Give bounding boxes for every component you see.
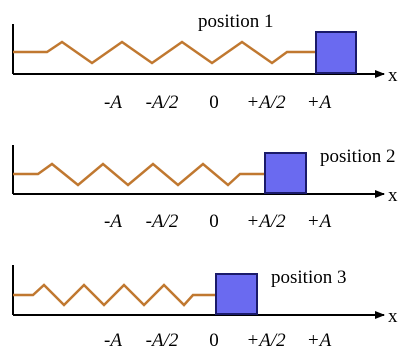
- tick-label-minus-half-a: -A/2: [146, 330, 179, 351]
- tick-label-plus-half-a: +A/2: [246, 211, 286, 232]
- tick-label-zero: 0: [209, 92, 219, 113]
- position-label: position 1: [198, 11, 273, 32]
- tick-label-plus-half-a: +A/2: [246, 330, 286, 351]
- block: [315, 31, 357, 74]
- tick-label-minus-half-a: -A/2: [146, 211, 179, 232]
- spring: [13, 283, 216, 307]
- spring: [13, 162, 265, 187]
- position-label: position 3: [271, 267, 346, 288]
- spring: [13, 40, 316, 65]
- position-label: position 2: [320, 146, 395, 167]
- tick-label-plus-half-a: +A/2: [246, 92, 286, 113]
- x-axis-label: x: [388, 306, 398, 327]
- tick-label-minus-half-a: -A/2: [146, 92, 179, 113]
- tick-label-minus-a: -A: [104, 330, 122, 351]
- tick-label-minus-a: -A: [104, 92, 122, 113]
- block: [215, 273, 258, 315]
- tick-label-plus-a: +A: [307, 211, 332, 232]
- tick-label-zero: 0: [209, 330, 219, 351]
- block: [264, 152, 307, 194]
- panel-position-1: x position 1 -A -A/2 0 +A/2 +A: [12, 11, 398, 113]
- tick-label-plus-a: +A: [307, 92, 332, 113]
- tick-label-minus-a: -A: [104, 211, 122, 232]
- x-axis-label: x: [388, 185, 398, 206]
- tick-label-plus-a: +A: [307, 330, 332, 351]
- tick-label-zero: 0: [209, 211, 219, 232]
- panel-position-3: x position 3 -A -A/2 0 +A/2 +A: [12, 265, 398, 351]
- panel-position-2: x position 2 -A -A/2 0 +A/2 +A: [12, 145, 398, 232]
- x-axis-label: x: [388, 65, 398, 86]
